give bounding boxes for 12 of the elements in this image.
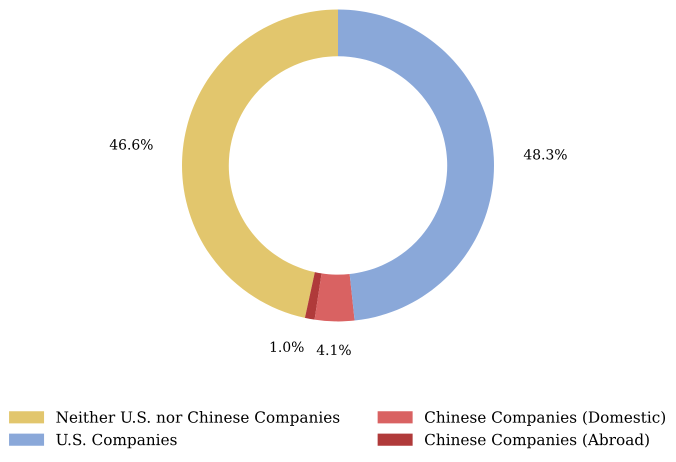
legend-label: Neither U.S. nor Chinese Companies: [56, 411, 340, 426]
data-label: 1.0%: [270, 342, 304, 352]
donut-slice: [338, 9, 494, 321]
donut-slice: [314, 273, 355, 322]
donut-slice: [182, 9, 338, 318]
data-label: 4.1%: [316, 344, 351, 356]
donut-slice: [304, 272, 322, 320]
data-label: 48.3%: [524, 149, 567, 160]
data-label: 46.6%: [110, 139, 153, 150]
legend-label: Chinese Companies (Abroad): [425, 433, 649, 448]
legend-label: Chinese Companies (Domestic): [425, 411, 666, 426]
legend-label: U.S. Companies: [56, 434, 177, 448]
